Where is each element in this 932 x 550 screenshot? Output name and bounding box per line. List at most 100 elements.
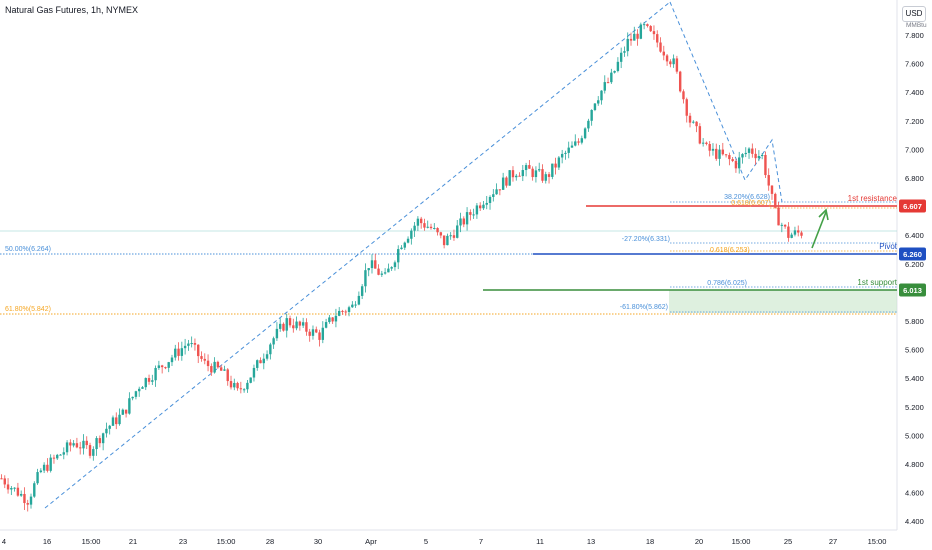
fib-382-label: 38.20%(6.628) bbox=[724, 194, 770, 201]
x-tick-label: Apr bbox=[365, 537, 377, 546]
y-tick-label: 5.400 bbox=[905, 374, 924, 383]
currency-selector[interactable]: USD bbox=[902, 6, 926, 22]
candle-body bbox=[65, 442, 69, 453]
candle-body bbox=[465, 212, 469, 225]
candle-body bbox=[154, 367, 157, 381]
candle-body bbox=[278, 323, 282, 329]
candle-body bbox=[52, 457, 56, 459]
candle-body bbox=[436, 228, 439, 233]
candle-body bbox=[744, 152, 747, 155]
candle-body bbox=[164, 367, 167, 369]
candle-body bbox=[151, 380, 154, 382]
x-tick-label: 23 bbox=[179, 537, 187, 546]
candle-body bbox=[46, 464, 49, 471]
candle-body bbox=[174, 348, 177, 358]
candle-body bbox=[108, 425, 111, 429]
candle-body bbox=[603, 82, 606, 91]
candle-body bbox=[449, 235, 452, 237]
fib-272-label: -27.20%(6.331) bbox=[622, 236, 670, 243]
candle-body bbox=[78, 447, 82, 449]
candle-body bbox=[269, 344, 272, 355]
candle-body bbox=[629, 38, 633, 41]
candle-body bbox=[547, 174, 551, 177]
candle-body bbox=[777, 207, 780, 226]
x-tick-label: 11 bbox=[536, 537, 544, 546]
candle-body bbox=[751, 148, 754, 154]
candle-body bbox=[416, 218, 420, 226]
candle-body bbox=[783, 224, 787, 227]
candle-body bbox=[160, 365, 164, 368]
candle-body bbox=[423, 223, 426, 228]
candle-body bbox=[433, 228, 436, 230]
candle-body bbox=[236, 382, 239, 389]
candle-body bbox=[262, 358, 265, 364]
pivot-price-badge-bg bbox=[899, 247, 926, 261]
candle-body bbox=[0, 478, 3, 480]
candle-body bbox=[610, 72, 613, 83]
candle-body bbox=[62, 452, 65, 455]
candle-body bbox=[554, 163, 557, 168]
candle-body bbox=[397, 249, 400, 263]
y-tick-label: 5.800 bbox=[905, 317, 924, 326]
candle-body bbox=[469, 212, 472, 215]
candle-body bbox=[82, 440, 85, 449]
candle-body bbox=[134, 391, 138, 397]
candle-body bbox=[770, 185, 774, 194]
candle-body bbox=[187, 343, 190, 346]
candle-body bbox=[590, 109, 593, 121]
candle-body bbox=[377, 268, 380, 275]
candle-body bbox=[524, 165, 528, 171]
candle-body bbox=[383, 272, 387, 274]
candle-body bbox=[642, 24, 646, 26]
y-tick-label: 7.000 bbox=[905, 145, 924, 154]
candle-body bbox=[741, 154, 744, 158]
candle-body bbox=[501, 177, 505, 190]
candle-body bbox=[413, 225, 416, 231]
y-tick-label: 7.800 bbox=[905, 31, 924, 40]
candle-body bbox=[488, 196, 492, 203]
candle-body bbox=[692, 121, 695, 123]
candle-body bbox=[734, 161, 738, 169]
candle-body bbox=[200, 356, 203, 359]
candle-body bbox=[210, 366, 213, 373]
candle-body bbox=[344, 311, 347, 313]
x-tick-label: 7 bbox=[479, 537, 483, 546]
candle-body bbox=[318, 332, 321, 340]
candle-body bbox=[121, 409, 125, 415]
candle-body bbox=[754, 153, 757, 159]
x-tick-label: 15:00 bbox=[732, 537, 751, 546]
candle-body bbox=[197, 344, 200, 357]
candle-body bbox=[357, 295, 361, 305]
candle-body bbox=[95, 438, 98, 450]
candle-body bbox=[265, 354, 269, 359]
candle-body bbox=[69, 442, 72, 446]
candle-body bbox=[13, 487, 16, 489]
candle-body bbox=[324, 322, 328, 328]
candle-body bbox=[170, 357, 174, 363]
candle-body bbox=[49, 457, 52, 471]
candle-body bbox=[505, 177, 508, 186]
candle-body bbox=[715, 148, 718, 159]
y-tick-label: 6.400 bbox=[905, 231, 924, 240]
candle-body bbox=[541, 169, 544, 181]
candle-body bbox=[583, 128, 587, 139]
x-tick-label: 15:00 bbox=[868, 537, 887, 546]
x-tick-label: 21 bbox=[129, 537, 137, 546]
candle-body bbox=[678, 71, 682, 92]
x-tick-label: 30 bbox=[314, 537, 322, 546]
resistance-label: 1st resistance bbox=[848, 194, 898, 203]
candle-body bbox=[659, 42, 662, 52]
candle-body bbox=[649, 26, 652, 32]
candle-body bbox=[442, 235, 446, 246]
candle-body bbox=[249, 377, 252, 383]
candle-body bbox=[256, 360, 259, 368]
candle-body bbox=[124, 409, 128, 414]
candle-body bbox=[656, 34, 659, 43]
candle-body bbox=[180, 348, 184, 356]
candle-body bbox=[701, 142, 705, 144]
candle-body bbox=[272, 338, 275, 345]
candle-body bbox=[33, 483, 36, 497]
candle-body bbox=[475, 205, 479, 215]
y-tick-label: 7.600 bbox=[905, 60, 924, 69]
